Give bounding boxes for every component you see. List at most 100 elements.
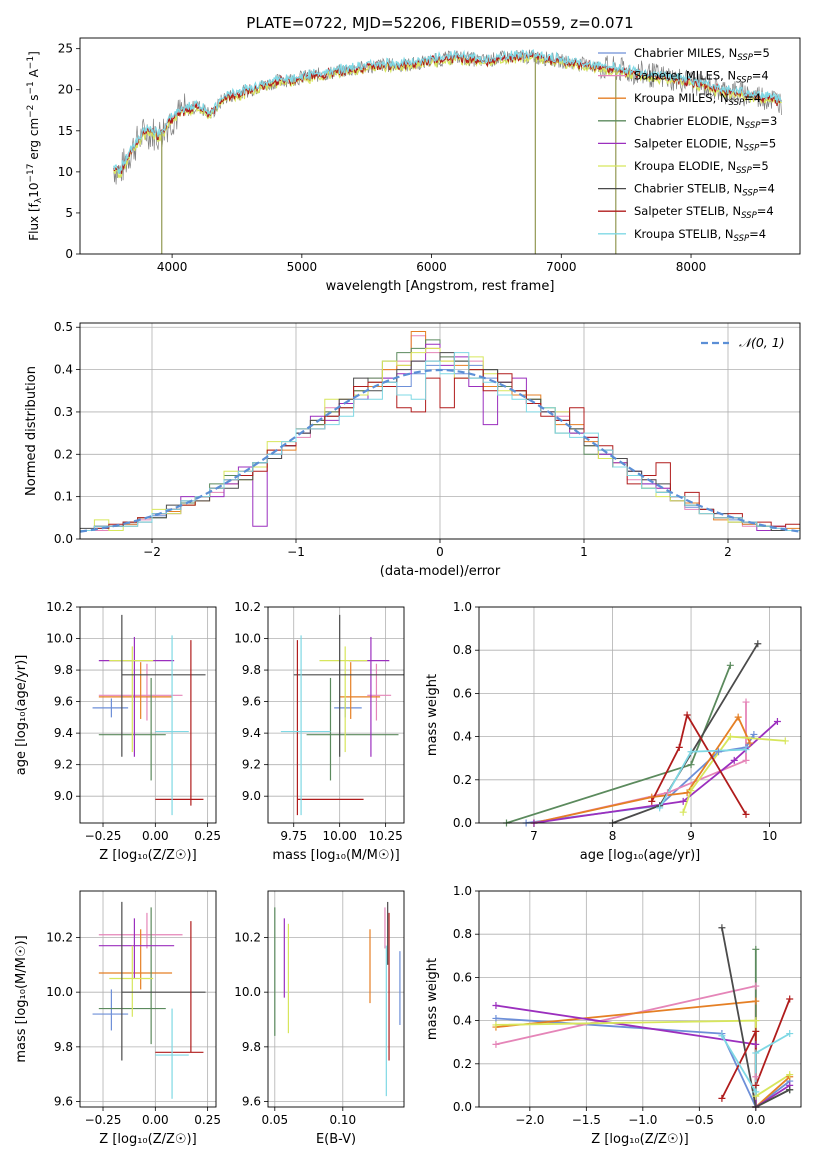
mw-age-line	[650, 712, 747, 815]
mw-age-ytick-label: 0.6	[453, 686, 472, 700]
mw-z-marker	[752, 1081, 760, 1089]
mass-ebv-ytick-label: 9.8	[242, 1040, 261, 1054]
spectrum-ytick-label: 5	[65, 206, 73, 220]
age-mass-ytick-label: 9.0	[242, 789, 261, 803]
spectrum-legend-label: Chabrier ELODIE, NSSP=3	[634, 114, 777, 131]
legend-sub: SSP	[734, 234, 750, 244]
legend-lib: Chabrier MILES, N	[634, 46, 737, 60]
mw-age-marker	[781, 737, 789, 745]
mw-z-marker	[718, 1032, 726, 1040]
mw-age-marker	[742, 756, 750, 764]
spectrum-legend-label: Kroupa MILES, NSSP=4	[634, 91, 761, 108]
mw-age-marker	[746, 739, 754, 747]
mw-z-marker	[752, 1017, 760, 1025]
mw-z-marker	[786, 1030, 794, 1038]
legend-n: =5	[753, 46, 770, 60]
age-mass-xtick-label: 10.00	[322, 829, 356, 843]
histogram-ytick-label: 0.0	[54, 532, 73, 546]
mw-age-marker	[750, 730, 758, 738]
mw-z-ytick-label: 0.8	[453, 927, 472, 941]
age-z-ytick-label: 10.0	[46, 632, 73, 646]
spectrum-ytick-label: 10	[58, 165, 73, 179]
mw-z-marker	[492, 1040, 500, 1048]
age-z-ytick-label: 9.8	[54, 663, 73, 677]
mw-age-xlabel: age [log₁₀(age/yr)]	[580, 848, 701, 863]
spectrum-ylabel-part: −1	[26, 56, 36, 69]
histogram-xtick-label: −1	[287, 545, 305, 559]
mw-z-marker	[752, 997, 760, 1005]
mw-z-ytick-label: 0.4	[453, 1014, 472, 1028]
mw-z-marker	[752, 982, 760, 990]
mass-z-xtick-label: 0.25	[194, 1113, 221, 1127]
mass-ebv-plot-area	[274, 901, 401, 1097]
histogram-xtick-label: −2	[143, 545, 161, 559]
mw-age-xtick-label: 8	[609, 829, 617, 843]
spectrum-ylabel-part: −17	[26, 164, 36, 183]
age-z-ylabel: age [log₁₀(age/yr)]	[14, 655, 29, 776]
legend-sub: SSP	[744, 143, 760, 153]
spectrum-ylabel-part: λ	[34, 197, 44, 203]
mw-age-ytick-label: 0.2	[453, 773, 472, 787]
mw-z-marker	[492, 1001, 500, 1009]
legend-lib: Kroupa ELODIE, N	[634, 159, 736, 173]
legend-n: =5	[752, 159, 769, 173]
mw-z-line	[495, 1017, 791, 1107]
histogram-panel: −2 −1 0 1 2 0.0 0.1 0.2 0.3 0.4 0.5 𝒩(0, 1) (data-mo…	[24, 320, 801, 579]
gaussian-legend-label: 𝒩(0, 1)	[739, 335, 785, 350]
spectrum-ylabel-part: 10	[27, 183, 41, 198]
histogram-ytick-label: 0.1	[54, 490, 73, 504]
mass-ebv-panel: 0.05 0.10 9.6 9.8 10.0 10.2 E(B-V)	[234, 890, 405, 1147]
histogram-xlabel: (data-model)/error	[380, 564, 501, 579]
spectrum-xlabel: wavelength [Angstrom, rest frame]	[326, 279, 555, 294]
legend-sub: SSP	[729, 98, 745, 108]
histogram-xtick-label: 0	[436, 545, 444, 559]
legend-n: =4	[757, 204, 774, 218]
age-mass-xtick-label: 9.75	[280, 829, 307, 843]
mw-age-xtick-label: 9	[687, 829, 695, 843]
mw-age-ytick-label: 0.0	[453, 816, 472, 830]
age-mass-ytick-label: 9.4	[242, 726, 261, 740]
mw-z-marker	[752, 1027, 760, 1035]
mw-age-marker	[742, 746, 750, 754]
age-z-xtick-label: −0.25	[85, 829, 122, 843]
mw-age-marker	[679, 808, 687, 816]
mass-z-plot-area	[92, 901, 206, 1099]
mw-age-frame	[478, 606, 802, 824]
mw-z-xtick-label: −1.5	[572, 1113, 601, 1127]
spectrum-xtick-label: 5000	[287, 260, 318, 274]
mw-z-marker	[752, 1049, 760, 1057]
mw-age-ytick-label: 1.0	[453, 600, 472, 614]
spectrum-xtick-label: 6000	[416, 260, 447, 274]
mass-ebv-xlabel: E(B-V)	[316, 1132, 356, 1147]
mw-age-marker	[683, 711, 691, 719]
age-z-xlabel: Z [log₁₀(Z/Z☉)]	[99, 848, 196, 863]
legend-lib: Salpeter MILES, N	[634, 69, 736, 83]
legend-sub: SSP	[742, 189, 758, 199]
gaussian-curve	[80, 368, 800, 533]
legend-sub: SSP	[741, 211, 757, 221]
spectrum-legend-label: Kroupa ELODIE, NSSP=5	[634, 159, 769, 176]
histogram-step-line	[80, 352, 800, 539]
histogram-xtick-label: 2	[724, 545, 732, 559]
histogram-ytick-label: 0.3	[54, 405, 73, 419]
mass-z-xtick-label: −0.25	[85, 1113, 122, 1127]
mw-age-marker	[687, 787, 695, 795]
spectrum-legend-label: Chabrier STELIB, NSSP=4	[634, 182, 775, 199]
legend-lib: Chabrier STELIB, N	[634, 182, 742, 196]
spectrum-ytick-label: 15	[58, 124, 73, 138]
figure-title: PLATE=0722, MJD=52206, FIBERID=0559, z=0…	[246, 14, 633, 32]
mass-z-xtick-label: 0.00	[142, 1113, 169, 1127]
age-mass-ytick-label: 9.6	[242, 695, 261, 709]
mw-z-line	[754, 949, 791, 1107]
histogram-plot-area	[80, 331, 800, 539]
mass-z-ytick-label: 9.6	[54, 1095, 73, 1109]
mass-ebv-xtick-label: 0.05	[261, 1113, 288, 1127]
legend-lib: Salpeter ELODIE, N	[634, 136, 744, 150]
spectrum-xtick-label: 4000	[157, 260, 188, 274]
mw-z-xtick-label: −0.5	[685, 1113, 714, 1127]
age-z-frame	[79, 606, 217, 824]
spectrum-ylabel-part: erg cm	[27, 118, 41, 164]
age-z-panel: −0.25 0.00 0.25 9.0 9.2 9.4 9.6 9.8 10.0 10.2 Z [l…	[14, 600, 221, 863]
mw-age-marker	[730, 756, 738, 764]
